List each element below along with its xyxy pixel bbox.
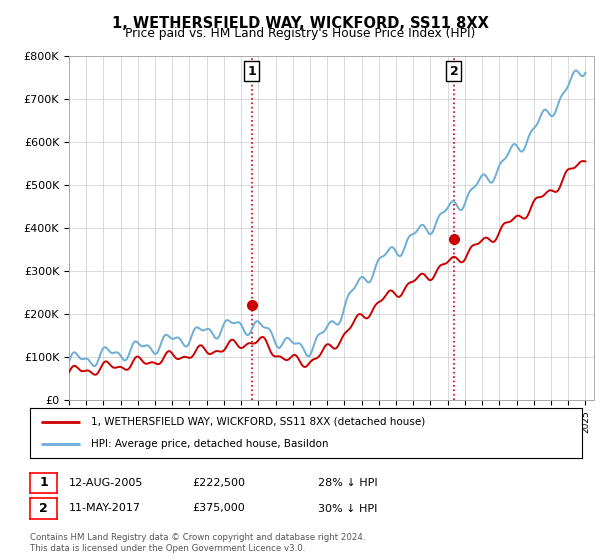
Text: 1: 1 [39, 476, 48, 489]
Text: 28% ↓ HPI: 28% ↓ HPI [318, 478, 377, 488]
Text: 11-MAY-2017: 11-MAY-2017 [69, 503, 141, 514]
Text: Contains HM Land Registry data © Crown copyright and database right 2024.
This d: Contains HM Land Registry data © Crown c… [30, 533, 365, 553]
Text: 2: 2 [39, 502, 48, 515]
Text: Price paid vs. HM Land Registry's House Price Index (HPI): Price paid vs. HM Land Registry's House … [125, 27, 475, 40]
Text: 30% ↓ HPI: 30% ↓ HPI [318, 503, 377, 514]
Text: 1, WETHERSFIELD WAY, WICKFORD, SS11 8XX: 1, WETHERSFIELD WAY, WICKFORD, SS11 8XX [112, 16, 488, 31]
Text: £375,000: £375,000 [192, 503, 245, 514]
Text: 1: 1 [247, 64, 256, 78]
Text: 1, WETHERSFIELD WAY, WICKFORD, SS11 8XX (detached house): 1, WETHERSFIELD WAY, WICKFORD, SS11 8XX … [91, 417, 425, 427]
Text: 12-AUG-2005: 12-AUG-2005 [69, 478, 143, 488]
Text: HPI: Average price, detached house, Basildon: HPI: Average price, detached house, Basi… [91, 439, 328, 449]
Text: 2: 2 [449, 64, 458, 78]
Text: £222,500: £222,500 [192, 478, 245, 488]
